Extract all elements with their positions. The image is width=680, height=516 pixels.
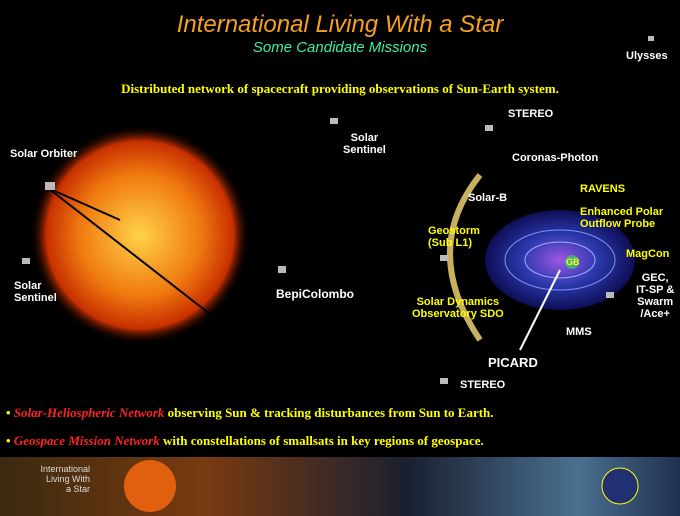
banner-logo bbox=[601, 467, 639, 505]
banner-text: International Living With a Star bbox=[40, 464, 90, 494]
bow-shock bbox=[447, 173, 483, 342]
sun bbox=[30, 125, 250, 345]
label: STEREO bbox=[460, 379, 506, 391]
label: Solar Orbiter bbox=[10, 148, 78, 160]
label: Ulysses bbox=[626, 50, 668, 62]
tagline: Distributed network of spacecraft provid… bbox=[121, 81, 559, 96]
label: Solar Dynamics Observatory SDO bbox=[412, 296, 504, 320]
field-line bbox=[504, 229, 616, 291]
bullet-text: observing Sun & tracking disturbances fr… bbox=[164, 405, 494, 420]
pointer bbox=[519, 269, 561, 351]
bullet: • Geospace Mission Network with constell… bbox=[6, 433, 484, 448]
label: PICARD bbox=[488, 355, 538, 370]
magnetosphere bbox=[485, 210, 635, 310]
label: Solar-B bbox=[468, 192, 508, 204]
bullet-highlight: Solar-Heliospheric Network bbox=[13, 405, 165, 420]
subtitle: Some Candidate Missions bbox=[252, 39, 428, 56]
label: STEREO bbox=[508, 108, 554, 120]
label: MMS bbox=[566, 326, 592, 338]
orbit-line bbox=[47, 187, 121, 221]
label: Solar Sentinel bbox=[343, 132, 386, 156]
label: Solar Sentinel bbox=[14, 280, 57, 304]
bullet-highlight: Geospace Mission Network bbox=[13, 433, 160, 448]
orbit-line bbox=[47, 187, 216, 319]
banner bbox=[0, 457, 680, 516]
label: Coronas-Photon bbox=[512, 152, 599, 164]
bullet: • Solar-Heliospheric Network observing S… bbox=[6, 405, 494, 420]
label: RAVENS bbox=[580, 183, 626, 195]
field-line bbox=[524, 241, 596, 279]
label: BepiColombo bbox=[276, 287, 354, 301]
label: GB bbox=[566, 257, 580, 267]
label: GEC, IT-SP & Swarm /Ace+ bbox=[636, 272, 675, 320]
spacecraft-icons bbox=[22, 36, 654, 384]
label: Enhanced Polar Outflow Probe bbox=[580, 206, 664, 230]
label: MagCon bbox=[626, 248, 670, 260]
title: International Living With a Star bbox=[176, 11, 504, 38]
bullet-text: with constellations of smallsats in key … bbox=[159, 433, 484, 448]
banner-sun bbox=[124, 460, 176, 512]
earth bbox=[565, 255, 579, 269]
label: Geostorm (Sub L1) bbox=[428, 225, 480, 249]
